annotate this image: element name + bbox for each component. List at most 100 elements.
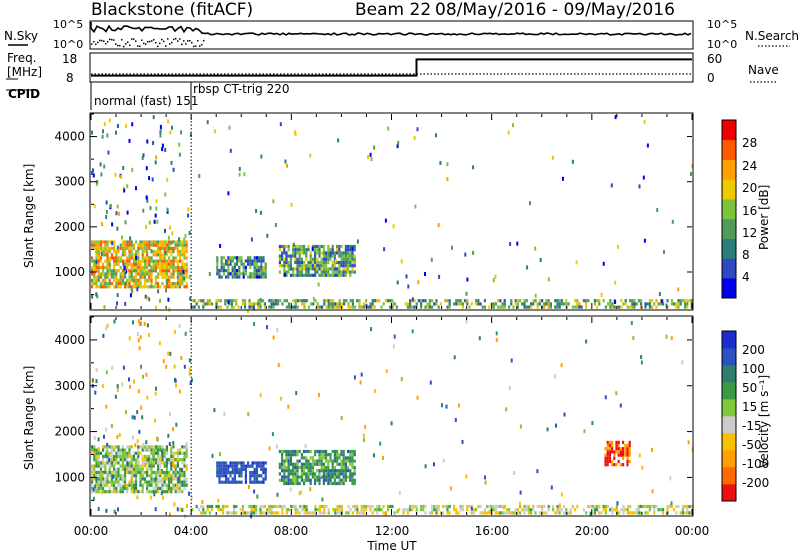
echo-cell bbox=[338, 254, 341, 258]
echo-cell bbox=[556, 302, 559, 306]
echo-cell bbox=[143, 445, 146, 449]
noise-search-dot bbox=[121, 39, 123, 41]
echo-cell bbox=[292, 254, 295, 258]
echo-cell bbox=[340, 481, 343, 486]
echo-cell bbox=[163, 243, 166, 247]
echo-cell bbox=[494, 511, 497, 515]
echo-cell bbox=[176, 480, 179, 484]
echo-cell bbox=[206, 504, 209, 509]
echo-cell bbox=[300, 456, 303, 460]
echo-cell bbox=[154, 507, 157, 512]
echo-cell bbox=[393, 334, 396, 339]
echo-cell bbox=[204, 302, 207, 306]
echo-cell bbox=[333, 267, 336, 271]
noise-search-dot bbox=[165, 45, 167, 47]
echo-cell bbox=[102, 266, 105, 270]
echo-cell bbox=[325, 257, 328, 261]
echo-cell bbox=[130, 293, 132, 298]
echo-cell bbox=[170, 262, 173, 266]
echo-cell bbox=[161, 266, 164, 270]
echo-cell bbox=[143, 269, 146, 273]
echo-cell bbox=[176, 253, 179, 257]
echo-cell bbox=[670, 336, 673, 341]
echo-cell bbox=[349, 475, 352, 479]
echo-cell bbox=[371, 299, 374, 303]
echo-cell bbox=[446, 511, 449, 515]
echo-cell bbox=[429, 380, 432, 385]
echo-cell bbox=[236, 262, 239, 266]
echo-cell bbox=[523, 302, 526, 306]
echo-cell bbox=[340, 453, 343, 457]
echo-cell bbox=[170, 490, 173, 494]
echo-cell bbox=[281, 478, 284, 482]
echo-cell bbox=[150, 282, 153, 286]
echo-cell bbox=[139, 464, 142, 468]
echo-cell bbox=[300, 273, 303, 277]
echo-cell bbox=[571, 159, 574, 164]
vel-cb-tick-200: 200 bbox=[742, 343, 765, 357]
echo-cell bbox=[143, 250, 146, 254]
echo-cell bbox=[582, 299, 585, 303]
echo-cell bbox=[216, 259, 219, 263]
echo-cell bbox=[157, 490, 160, 494]
echo-cell bbox=[106, 250, 109, 254]
echo-cell bbox=[353, 472, 356, 476]
velocity-colorbar-label: Velocity [m s⁻¹] bbox=[757, 375, 771, 468]
echo-cell bbox=[260, 275, 263, 279]
xtick-16: 16:00 bbox=[475, 524, 510, 538]
echo-cell bbox=[99, 464, 102, 468]
echo-cell bbox=[139, 262, 142, 266]
echo-cell bbox=[104, 480, 107, 484]
echo-cell bbox=[131, 435, 134, 440]
echo-cell bbox=[246, 511, 249, 515]
echo-cell bbox=[247, 461, 250, 465]
echo-cell bbox=[139, 474, 142, 478]
echo-cell bbox=[503, 299, 506, 303]
echo-cell bbox=[226, 511, 229, 515]
echo-cell bbox=[530, 305, 533, 309]
echo-cell bbox=[176, 461, 179, 465]
echo-cell bbox=[233, 464, 236, 468]
echo-cell bbox=[260, 259, 263, 263]
echo-cell bbox=[121, 240, 124, 244]
echo-cell bbox=[615, 504, 618, 509]
echo-cell bbox=[518, 501, 521, 506]
echo-cell bbox=[136, 460, 139, 465]
echo-cell bbox=[332, 508, 335, 512]
echo-cell bbox=[526, 265, 529, 270]
echo-cell bbox=[318, 481, 321, 486]
echo-cell bbox=[135, 259, 138, 263]
echo-cell bbox=[338, 251, 341, 255]
echo-cell bbox=[294, 257, 297, 261]
echo-cell bbox=[284, 159, 287, 164]
echo-cell bbox=[93, 454, 96, 459]
echo-cell bbox=[93, 467, 96, 471]
echo-cell bbox=[135, 470, 138, 475]
echo-cell bbox=[342, 270, 345, 274]
echo-cell bbox=[340, 260, 343, 265]
echo-cell bbox=[172, 486, 175, 491]
echo-cell bbox=[119, 272, 122, 276]
echo-cell bbox=[126, 467, 129, 471]
echo-cell bbox=[322, 257, 325, 261]
echo-cell bbox=[255, 508, 258, 512]
echo-cell bbox=[294, 244, 297, 249]
echo-cell bbox=[235, 299, 238, 303]
echo-cell bbox=[662, 508, 665, 512]
echo-cell bbox=[115, 445, 118, 449]
echo-cell bbox=[296, 469, 299, 473]
echo-cell bbox=[161, 477, 164, 481]
echo-cell bbox=[150, 269, 153, 273]
echo-cell bbox=[532, 302, 535, 306]
echo-cell bbox=[289, 264, 292, 268]
echo-cell bbox=[303, 244, 306, 249]
echo-cell bbox=[159, 269, 162, 273]
echo-cell bbox=[253, 474, 256, 478]
echo-cell bbox=[351, 251, 354, 255]
echo-cell bbox=[233, 477, 236, 481]
echo-cell bbox=[260, 474, 263, 478]
echo-cell bbox=[181, 253, 184, 257]
echo-cell bbox=[296, 299, 299, 303]
echo-cell bbox=[104, 278, 107, 282]
echo-cell bbox=[523, 508, 526, 512]
